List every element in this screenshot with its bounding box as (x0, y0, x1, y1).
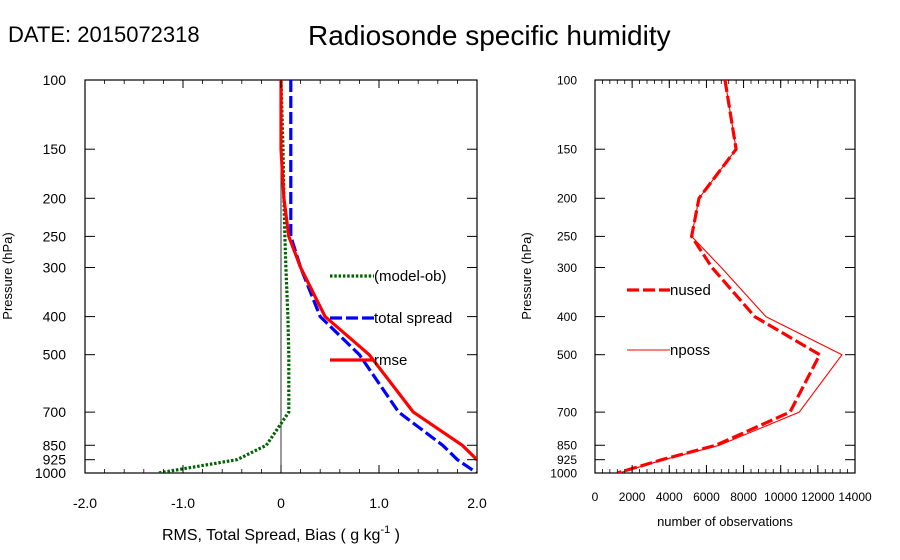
right-x-tick-label: 4000 (656, 490, 683, 504)
right-x-tick-label: 12000 (801, 490, 835, 504)
right-plot-frame (594, 79, 856, 474)
right-series-nposs (618, 80, 843, 473)
right-y-tick-label: 400 (557, 310, 577, 324)
right-x-tick-label: 14000 (838, 490, 872, 504)
right-legend-label-0: nused (670, 282, 711, 299)
left-legend-label-0: (model-ob) (374, 268, 447, 285)
left-y-tick-label: 150 (43, 141, 67, 157)
left-y-tick-label: 1000 (35, 465, 66, 481)
left-x-axis-label: RMS, Total Spread, Bias ( g kg-1 ) (162, 524, 400, 544)
right-legend-label-1: nposs (670, 342, 710, 359)
left-x-tick-label: 0 (277, 495, 285, 511)
left-series-rmse (279, 80, 477, 463)
left-x-tick-label: -2.0 (73, 495, 97, 511)
left-y-tick-label: 200 (43, 190, 67, 206)
left-y-tick-label: 700 (43, 404, 67, 420)
date-label: DATE: 2015072318 (8, 22, 200, 47)
left-y-tick-label: 100 (43, 72, 67, 88)
left-legend-label-2: rmse (374, 352, 407, 369)
left-x-axis-label-tail: ) (390, 527, 400, 544)
right-x-axis-label: number of observations (657, 514, 793, 529)
right-y-tick-label: 300 (557, 261, 577, 275)
left-y-tick-label: 925 (43, 452, 67, 468)
right-x-tick-label: 8000 (730, 490, 757, 504)
right-y-tick-label: 850 (557, 439, 577, 453)
left-y-axis-label: Pressure (hPa) (0, 232, 15, 319)
left-y-tick-label: 300 (43, 260, 67, 276)
left-series-total-spread (289, 80, 477, 473)
left-y-tick-label: 400 (43, 309, 67, 325)
right-y-tick-label: 925 (557, 453, 577, 467)
left-x-tick-label: -1.0 (171, 495, 195, 511)
right-y-tick-label: 150 (557, 143, 577, 157)
right-x-tick-label: 0 (592, 490, 599, 504)
left-series-model-ob (158, 80, 291, 473)
left-legend-label-1: total spread (374, 310, 452, 327)
right-y-tick-label: 500 (557, 348, 577, 362)
right-x-tick-label: 2000 (619, 490, 646, 504)
left-x-tick-label: 1.0 (369, 495, 389, 511)
left-x-tick-label: 2.0 (467, 495, 487, 511)
right-y-tick-label: 1000 (550, 466, 577, 480)
right-x-tick-label: 10000 (764, 490, 798, 504)
left-x-axis-label-main: RMS, Total Spread, Bias ( g kg (162, 527, 380, 544)
left-x-axis-label-sup: -1 (380, 524, 390, 536)
left-y-tick-label: 250 (43, 228, 67, 244)
right-series-nused (616, 80, 822, 473)
right-y-tick-label: 100 (557, 73, 577, 87)
right-y-tick-label: 250 (557, 230, 577, 244)
right-y-tick-label: 200 (557, 192, 577, 206)
page-title: Radiosonde specific humidity (308, 20, 671, 51)
left-y-tick-label: 500 (43, 347, 67, 363)
right-y-axis-label: Pressure (hPa) (519, 232, 534, 319)
left-y-tick-label: 850 (43, 437, 67, 453)
right-y-tick-label: 700 (557, 405, 577, 419)
right-x-tick-label: 6000 (693, 490, 720, 504)
